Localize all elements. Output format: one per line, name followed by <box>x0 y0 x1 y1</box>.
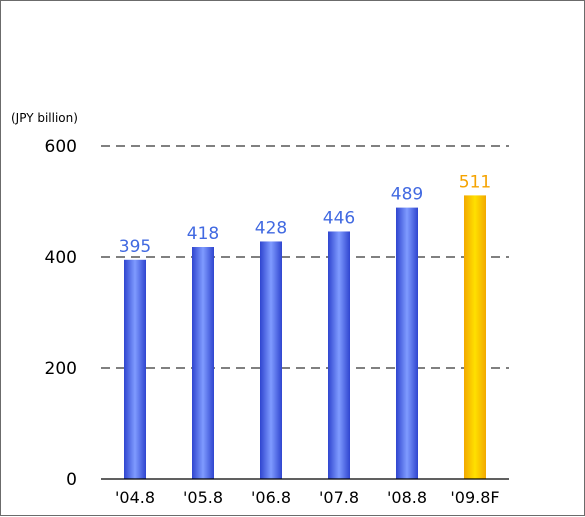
x-tick-label: '08.8 <box>387 488 427 507</box>
bar <box>124 260 146 479</box>
data-label: 511 <box>459 172 491 192</box>
y-tick-label: 200 <box>45 359 77 379</box>
x-tick-label: '07.8 <box>319 488 359 507</box>
data-label: 395 <box>119 237 151 257</box>
data-label: 428 <box>255 218 287 238</box>
y-unit-label: (JPY billion) <box>11 111 78 125</box>
x-tick-label: '04.8 <box>115 488 155 507</box>
data-label: 489 <box>391 185 423 205</box>
data-label: 446 <box>323 208 355 228</box>
bar <box>260 241 282 479</box>
y-tick-label: 0 <box>66 470 77 490</box>
y-tick-label: 400 <box>45 248 77 268</box>
x-axis-ticks: '04.8 '05.8 '06.8 '07.8 '08.8 '09.8F <box>115 488 500 507</box>
x-tick-label: '09.8F <box>450 488 499 507</box>
y-axis-ticks: 0 200 400 600 <box>45 137 77 490</box>
x-tick-label: '05.8 <box>183 488 223 507</box>
bar <box>396 208 418 479</box>
data-labels: 395 418 428 446 489 511 <box>119 172 491 256</box>
data-label: 418 <box>187 224 219 244</box>
y-tick-label: 600 <box>45 137 77 157</box>
x-tick-label: '06.8 <box>251 488 291 507</box>
gridlines <box>101 146 509 368</box>
bar <box>192 247 214 479</box>
bars <box>124 195 486 479</box>
bar-forecast <box>464 195 486 479</box>
bar <box>328 231 350 479</box>
